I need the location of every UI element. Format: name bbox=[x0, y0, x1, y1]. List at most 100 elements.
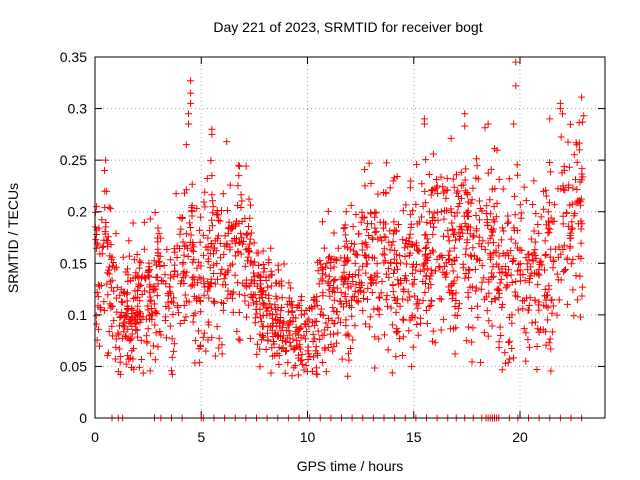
data-point bbox=[108, 262, 116, 270]
data-point bbox=[429, 150, 437, 158]
data-point bbox=[382, 296, 390, 304]
data-point bbox=[472, 174, 480, 182]
data-point bbox=[260, 300, 268, 308]
data-point bbox=[365, 253, 373, 261]
data-point bbox=[379, 224, 387, 232]
data-point bbox=[451, 212, 459, 220]
data-point bbox=[103, 280, 111, 288]
data-point bbox=[520, 325, 528, 333]
data-point bbox=[506, 355, 514, 363]
data-point bbox=[269, 319, 277, 327]
data-point bbox=[250, 269, 258, 277]
data-point bbox=[179, 260, 187, 268]
data-point bbox=[223, 207, 231, 215]
data-point bbox=[557, 250, 565, 258]
data-point bbox=[318, 218, 326, 226]
data-point bbox=[284, 359, 292, 367]
data-point bbox=[218, 350, 226, 358]
data-point bbox=[169, 310, 177, 318]
data-point bbox=[146, 367, 154, 375]
data-point bbox=[344, 372, 352, 380]
data-point bbox=[273, 332, 281, 340]
data-point bbox=[106, 278, 114, 286]
data-point bbox=[429, 231, 437, 239]
data-point bbox=[110, 317, 118, 325]
data-point bbox=[495, 252, 503, 260]
data-point bbox=[120, 328, 128, 336]
data-point bbox=[557, 133, 565, 141]
data-point bbox=[257, 318, 265, 326]
data-point bbox=[437, 173, 445, 181]
data-point bbox=[468, 283, 476, 291]
data-point bbox=[544, 304, 552, 312]
data-point bbox=[546, 335, 554, 343]
data-point bbox=[150, 286, 158, 294]
data-point bbox=[166, 256, 174, 264]
data-point bbox=[520, 183, 528, 191]
data-point bbox=[465, 274, 473, 282]
data-point bbox=[150, 257, 158, 265]
data-point bbox=[130, 365, 138, 373]
data-point bbox=[472, 287, 480, 295]
data-point bbox=[436, 295, 444, 303]
data-point bbox=[156, 327, 164, 335]
data-point bbox=[396, 277, 404, 285]
data-point bbox=[491, 296, 499, 304]
data-point bbox=[427, 266, 435, 274]
data-point bbox=[204, 234, 212, 242]
data-point bbox=[367, 179, 375, 187]
data-point bbox=[461, 122, 469, 130]
data-point bbox=[129, 219, 137, 227]
data-point bbox=[440, 215, 448, 223]
data-point bbox=[200, 280, 208, 288]
data-point bbox=[540, 266, 548, 274]
data-point bbox=[324, 315, 332, 323]
data-point bbox=[347, 303, 355, 311]
data-point bbox=[363, 260, 371, 268]
data-point bbox=[144, 306, 152, 314]
data-point bbox=[118, 298, 126, 306]
data-point bbox=[399, 207, 407, 215]
data-point bbox=[513, 171, 521, 179]
data-point bbox=[512, 239, 520, 247]
data-point bbox=[505, 175, 513, 183]
data-point bbox=[547, 168, 555, 176]
data-point bbox=[402, 276, 410, 284]
data-point bbox=[496, 323, 504, 331]
data-point bbox=[161, 271, 169, 279]
data-point bbox=[278, 324, 286, 332]
data-point bbox=[104, 349, 112, 357]
data-point bbox=[277, 277, 285, 285]
x-tick-label: 5 bbox=[197, 429, 205, 445]
data-point bbox=[322, 319, 330, 327]
data-point bbox=[238, 197, 246, 205]
data-point bbox=[243, 257, 251, 265]
data-point bbox=[304, 368, 311, 376]
data-point bbox=[419, 202, 427, 210]
data-point bbox=[264, 303, 272, 311]
data-point bbox=[468, 358, 476, 366]
data-point bbox=[189, 318, 197, 326]
data-point bbox=[411, 313, 419, 321]
data-point bbox=[377, 289, 385, 297]
data-point bbox=[219, 190, 227, 198]
data-point bbox=[341, 290, 349, 298]
data-point bbox=[564, 222, 572, 230]
data-point bbox=[185, 110, 192, 118]
data-point bbox=[504, 212, 512, 220]
data-point bbox=[112, 263, 120, 271]
data-point bbox=[208, 191, 216, 199]
data-point bbox=[105, 263, 113, 271]
data-point bbox=[484, 332, 492, 340]
data-point bbox=[145, 273, 153, 281]
data-point bbox=[368, 234, 376, 242]
data-point bbox=[578, 292, 586, 300]
data-point bbox=[193, 204, 201, 212]
data-point bbox=[390, 255, 398, 263]
data-point bbox=[427, 272, 435, 280]
data-point bbox=[421, 231, 429, 239]
data-point bbox=[499, 185, 507, 193]
data-point bbox=[412, 200, 420, 208]
data-point bbox=[503, 271, 511, 279]
data-point bbox=[576, 272, 584, 280]
